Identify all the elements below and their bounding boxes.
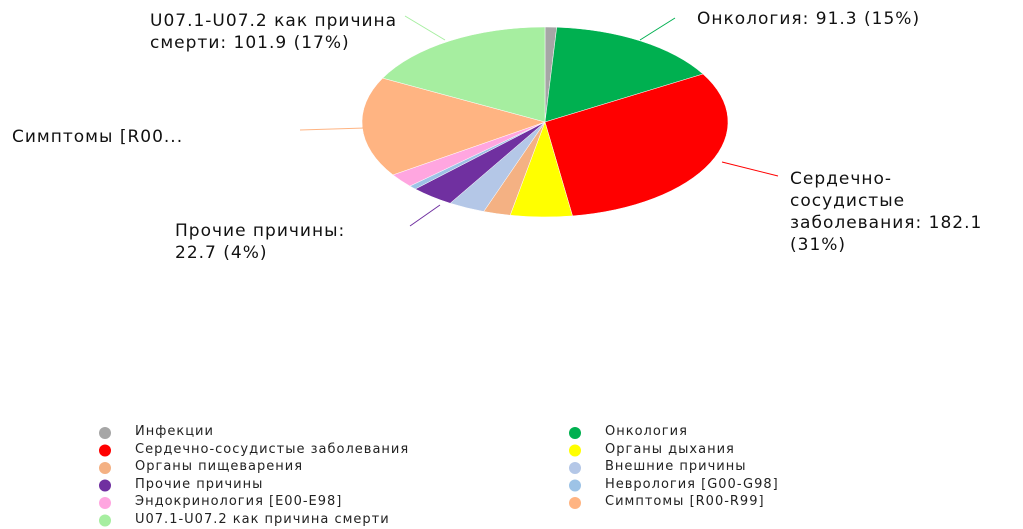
data-label: Сердечно-сосудистые заболевания: 182.1 (… (790, 169, 983, 255)
data-label: Онкология: 91.3 (15%) (697, 9, 921, 29)
pie-slice (361, 77, 546, 176)
leader-line (404, 15, 446, 41)
legend-swatch (569, 462, 581, 474)
data-label: Симптомы [R00... (12, 127, 184, 147)
legend-label: Инфекции (135, 424, 214, 439)
legend-swatch (569, 497, 581, 509)
legend-label: Неврология [G00-G98] (605, 476, 779, 492)
legend-swatch (99, 479, 111, 492)
legend-swatch (569, 427, 581, 439)
legend-label: Онкология (605, 424, 688, 439)
legend-label: Органы пищеварения (135, 459, 304, 474)
pie-slice (544, 26, 704, 123)
legend-label: Сердечно-сосудистые заболевания (135, 441, 410, 457)
leader-line (409, 204, 441, 227)
legend-label: U07.1-U07.2 как причина смерти (135, 511, 390, 527)
legend-label: Внешние причины (605, 459, 747, 474)
legend-label: Эндокринология [E00-E98] (135, 494, 343, 509)
data-label: U07.1-U07.2 как причина смерти: 101.9 (1… (150, 11, 398, 53)
pie-slice (382, 26, 546, 123)
legend-label: Симптомы [R00-R99] (605, 494, 765, 509)
data-label: Прочие причины: 22.7 (4%) (175, 221, 346, 263)
legend-swatch (99, 514, 111, 527)
legend-swatch (99, 497, 111, 509)
legend-label: Прочие причины (135, 476, 264, 492)
legend-swatch (569, 479, 581, 492)
legend-swatch (569, 444, 581, 457)
legend-swatch (99, 427, 111, 439)
leader-line (721, 161, 779, 177)
legend-swatch (99, 444, 111, 457)
legend-label: Органы дыхания (605, 441, 735, 457)
pie-slice (544, 73, 729, 217)
leader-line (639, 17, 676, 41)
legend-swatch (99, 462, 111, 474)
leader-line (299, 127, 366, 131)
